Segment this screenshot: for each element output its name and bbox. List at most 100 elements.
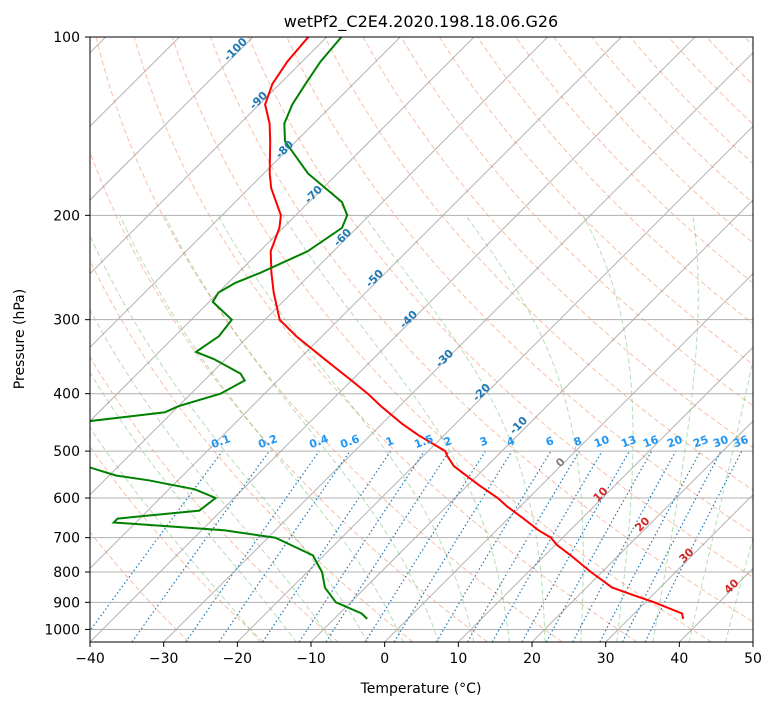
x-tick-label: 40 bbox=[670, 651, 688, 667]
x-tick-label: −40 bbox=[75, 651, 105, 667]
y-tick-label: 700 bbox=[53, 531, 80, 547]
x-tick-label: 20 bbox=[523, 651, 541, 667]
y-tick-label: 900 bbox=[53, 595, 80, 611]
isotherm-line bbox=[531, 420, 753, 642]
mixing-ratio-label: 36 bbox=[731, 433, 750, 451]
mixing-ratio-label: 10 bbox=[592, 433, 611, 451]
moist-adiabat-line bbox=[164, 215, 439, 642]
moist-adiabat-line bbox=[652, 215, 699, 642]
y-tick-label: 800 bbox=[53, 565, 80, 581]
profile-series bbox=[90, 37, 685, 620]
mixing-ratio-label: 1 bbox=[384, 434, 396, 449]
mixing-ratio-line bbox=[298, 450, 425, 642]
mixing-ratio-line bbox=[521, 450, 631, 642]
x-tick-label: 30 bbox=[597, 651, 615, 667]
dry-adiabat-line bbox=[629, 37, 753, 165]
isotherm-line bbox=[605, 493, 753, 642]
moist-adiabat-line bbox=[688, 357, 753, 642]
dry-adiabat-line bbox=[515, 37, 753, 284]
mixing-ratio-line bbox=[325, 450, 450, 642]
mixing-ratio-label: 0.4 bbox=[307, 432, 330, 451]
dry-adiabat-line bbox=[210, 37, 753, 623]
isotherm-line bbox=[90, 37, 475, 422]
pressure-grid bbox=[90, 37, 753, 630]
y-tick-label: 300 bbox=[53, 313, 80, 329]
x-tick-label: −20 bbox=[223, 651, 253, 667]
mixing-ratio-label: 1.5 bbox=[412, 432, 435, 451]
mixing-ratio-line bbox=[131, 450, 270, 642]
dry-adiabat-line bbox=[324, 37, 753, 491]
x-axis-label: Temperature (°C) bbox=[360, 681, 482, 697]
y-tick-label: 400 bbox=[53, 387, 80, 403]
dry-adiabat-line bbox=[553, 37, 753, 244]
mixing-ratio-label: 30 bbox=[711, 433, 730, 451]
y-tick-label: 600 bbox=[53, 491, 80, 507]
y-tick-label: 1000 bbox=[44, 622, 80, 638]
mixing-ratio-label: 13 bbox=[619, 433, 638, 450]
moist-adiabat-line bbox=[282, 215, 510, 642]
background-lines bbox=[90, 37, 753, 642]
mixing-ratio-line bbox=[572, 450, 677, 642]
mixing-ratio-label: 0.6 bbox=[338, 432, 361, 451]
x-tick-label: 0 bbox=[380, 651, 389, 667]
y-tick-label: 500 bbox=[53, 444, 80, 460]
moist-adiabat-line bbox=[90, 234, 369, 642]
isotherm-line bbox=[752, 641, 753, 642]
isotherm-line bbox=[384, 272, 753, 642]
y-tick-label: 100 bbox=[53, 30, 80, 46]
moist-adiabat-line bbox=[582, 215, 634, 642]
mixing-ratio-line bbox=[90, 450, 223, 632]
plot-background bbox=[90, 37, 753, 642]
isotherm-line bbox=[163, 51, 753, 642]
mixing-ratio-label: 8 bbox=[572, 434, 584, 449]
dry-adiabat-line bbox=[90, 259, 414, 642]
moist-adiabat-line bbox=[90, 308, 333, 642]
temperature-line bbox=[264, 37, 685, 620]
isotherm-line bbox=[90, 37, 401, 349]
isotherm-line bbox=[310, 199, 753, 642]
mixing-ratio-label: 6 bbox=[544, 434, 556, 449]
dry-adiabat-line bbox=[400, 37, 753, 407]
moist-adiabat-line bbox=[90, 371, 297, 642]
isotherm-line bbox=[90, 37, 328, 275]
mixing-ratio-line bbox=[185, 450, 320, 642]
mixing-ratio-line bbox=[545, 450, 653, 642]
dry-adiabat-line bbox=[90, 150, 488, 642]
chart-title: wetPf2_C2E4.2020.198.18.06.G26 bbox=[284, 12, 558, 32]
axes: −40 −30 −20 −10 0 10 20 30 40 5010020030040050060… bbox=[44, 30, 762, 667]
x-tick-label: 10 bbox=[449, 651, 467, 667]
mixing-ratio-label: 3 bbox=[478, 434, 490, 449]
dry-adiabat-line bbox=[90, 531, 190, 642]
dry-adiabat-line bbox=[248, 37, 753, 578]
mixing-ratio-label: 25 bbox=[691, 433, 710, 450]
x-tick-label: −30 bbox=[149, 651, 179, 667]
x-tick-label: 50 bbox=[744, 651, 762, 667]
isotherm-line bbox=[236, 125, 753, 642]
isotherm-line bbox=[90, 37, 254, 201]
mixing-ratio-label: 0.2 bbox=[256, 432, 279, 451]
isotherm-line bbox=[90, 37, 696, 642]
dewpoint-line bbox=[90, 37, 368, 620]
mixing-ratio-label: 20 bbox=[665, 433, 684, 451]
dry-adiabat-line bbox=[171, 37, 712, 642]
dry-adiabat-line bbox=[438, 37, 753, 366]
mixing-ratio-line bbox=[218, 450, 351, 642]
x-tick-label: −10 bbox=[296, 651, 326, 667]
dry-adiabat-line bbox=[90, 356, 339, 642]
mixing-ratio-label: 16 bbox=[641, 433, 660, 451]
mixing-ratio-label: 2 bbox=[442, 434, 454, 449]
y-axis-label: Pressure (hPa) bbox=[12, 289, 28, 389]
mixing-ratio-label: 0.1 bbox=[209, 432, 232, 451]
mixing-ratio-line bbox=[262, 450, 392, 642]
plot-frame bbox=[89, 36, 754, 643]
mixing-ratio-label: 4 bbox=[505, 434, 517, 449]
dry-adiabat-line bbox=[362, 37, 753, 449]
dry-adiabat-line bbox=[133, 37, 638, 642]
isotherm-line bbox=[457, 346, 753, 642]
mixing-ratio-line bbox=[393, 450, 513, 642]
isotherm-line bbox=[90, 37, 549, 496]
isotherm-line bbox=[90, 37, 622, 570]
mixing-ratio-line bbox=[644, 450, 743, 642]
moist-adiabat-line bbox=[363, 215, 546, 642]
